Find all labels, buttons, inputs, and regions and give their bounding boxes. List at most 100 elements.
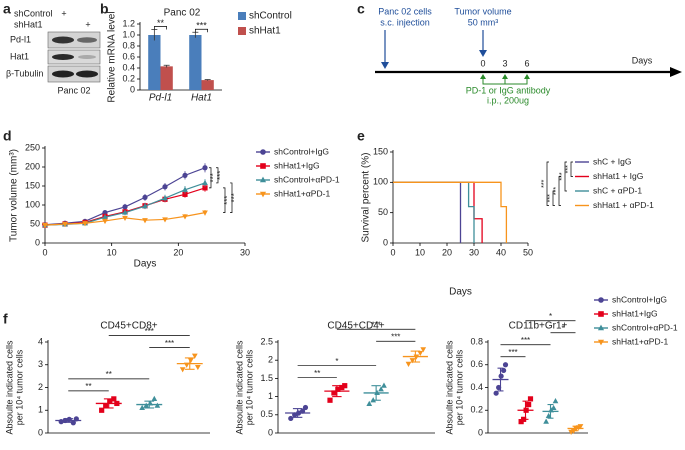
data-point [194,364,201,371]
data-point [179,367,186,373]
significance-label: ** [314,369,320,378]
significance-bracket [154,26,167,30]
arrowhead [480,74,486,79]
timeline-text: i.p., 200ug [487,95,529,105]
y-tick-label: 150 [373,146,388,156]
tick-label: 3 [502,58,507,68]
y-tick-label: 0 [35,237,40,247]
panel-label: b [100,1,109,17]
x-tick-label: 10 [107,247,117,257]
bar [189,35,202,90]
x-tick-label: Pd-l1 [149,93,172,104]
significance-label: ** [106,370,112,379]
bar [201,80,214,90]
data-point [420,347,427,353]
y-tick-label: 1.5 [260,373,273,383]
data-point [42,223,48,229]
legend-label: shHat1 + αPD-1 [593,200,654,210]
significance-bracket [558,176,561,206]
survival-curve [393,181,475,243]
blot-row-label: Hat1 [10,51,29,61]
x-tick-label: 0 [390,247,395,257]
data-point [62,221,68,228]
y-axis-label: Tumor volume (mm³) [9,149,20,242]
y-tick-label: 0.2 [470,405,483,415]
significance-label: *** [165,339,174,348]
data-point [66,416,72,422]
y-tick-label: 0.5 [260,409,273,419]
x-tick-label: Hat1 [191,93,212,104]
legend-label: shHat1 [249,26,281,37]
data-point [111,396,117,402]
data-point [302,404,309,411]
blot-header: shControl [14,8,53,18]
y-axis-label: Relative mRNA level [107,11,118,102]
bar [160,66,173,90]
data-point [102,218,108,225]
blot-band [76,70,98,78]
x-tick-label: 50 [523,247,533,257]
y-tick-label: 0.4 [122,62,135,72]
significance-label: *** [391,332,400,341]
significance-label: *** [547,194,554,202]
x-axis-label: Days [134,259,157,270]
significance-bracket [570,161,573,177]
data-point [202,210,208,216]
arrowhead [502,74,508,79]
significance-bracket [564,161,567,192]
data-point [381,382,387,388]
y-axis-label: per 10⁴ tumor cells [14,349,24,425]
blot: shControl + shHat1 + Pd-l1 Hat1 β-Tubuli… [6,8,101,95]
data-point [335,386,341,392]
legend-label: shHat1 + IgG [593,171,643,181]
x-tick-label: 10 [415,247,425,257]
data-point [202,185,208,191]
arrowhead [524,74,530,79]
tick-label: 6 [524,58,529,68]
data-point [552,398,559,404]
legend-label: shControl+αPD-1 [274,174,340,184]
x-tick-label: 20 [442,247,452,257]
data-point [162,217,168,223]
data-point [342,383,348,389]
significance-label: ** [157,18,165,28]
data-point [99,407,105,413]
legend-label: shHat1+IgG [612,308,658,318]
data-point [501,367,507,374]
data-point [405,361,412,367]
data-point [122,215,128,222]
x-tick-label: 40 [496,247,506,257]
data-point [142,203,148,209]
significance-label: *** [145,327,154,336]
x-tick-label: 30 [240,247,250,257]
data-point [142,194,148,200]
legend-marker [259,176,267,183]
data-point [577,424,584,430]
x-tick-label: 30 [469,247,479,257]
legend-label: shHat1+αPD-1 [612,336,668,346]
blot-band [77,37,97,43]
significance-label: *** [216,171,225,180]
y-tick-label: 3 [38,359,43,369]
y-tick-label: 0 [38,427,43,437]
y-tick-label: 2 [38,382,43,392]
y-tick-label: 2.5 [260,336,273,346]
significance-bracket [209,167,212,189]
significance-label: *** [541,179,548,187]
x-tick-label: 0 [42,247,47,257]
y-tick-label: 0 [478,427,483,437]
blot-band [52,36,74,44]
data-point [378,386,384,392]
data-point [498,373,504,379]
panel-label: f [3,311,8,327]
arrowhead [670,67,682,77]
y-tick-label: 1.2 [122,18,135,28]
y-tick-label: 50 [378,207,388,217]
y-tick-label: 1 [268,391,273,401]
data-point [103,403,109,409]
data-point [162,184,168,190]
y-axis-label: Absoulte indicated cells [4,340,14,435]
y-tick-label: 0.8 [470,336,483,346]
significance-bracket [552,190,555,206]
legend-label: shC + IgG [593,156,632,166]
